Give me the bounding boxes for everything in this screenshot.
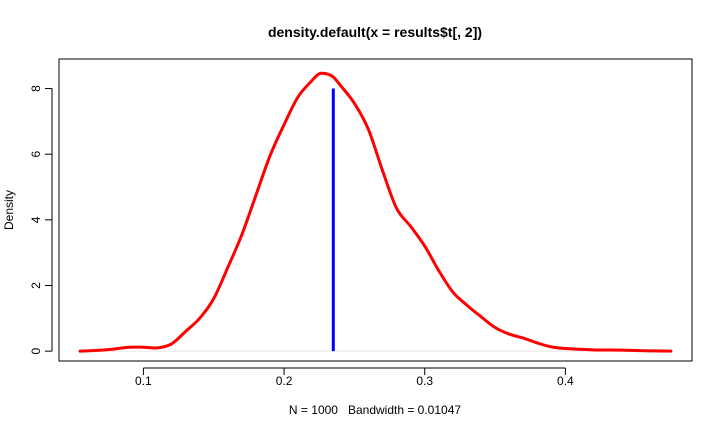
x-tick-label: 0.2 [276,374,293,388]
chart-title: density.default(x = results$t[, 2]) [268,24,482,40]
x-tick-label: 0.3 [416,374,433,388]
y-tick-label: 2 [29,282,43,289]
y-tick-label: 8 [29,85,43,92]
x-axis-label: N = 1000 Bandwidth = 0.01047 [289,403,461,417]
y-tick-label: 6 [29,151,43,158]
y-axis: 0 2 4 6 8 [29,85,53,354]
plot-frame [58,58,693,362]
y-axis-label: Density [2,190,16,230]
x-tick-label: 0.1 [135,374,152,388]
density-curve [78,71,673,353]
x-tick-label: 0.4 [557,374,574,388]
x-axis: 0.1 0.2 0.3 0.4 [135,367,574,388]
y-tick-label: 0 [29,347,43,354]
y-tick-label: 4 [29,216,43,223]
